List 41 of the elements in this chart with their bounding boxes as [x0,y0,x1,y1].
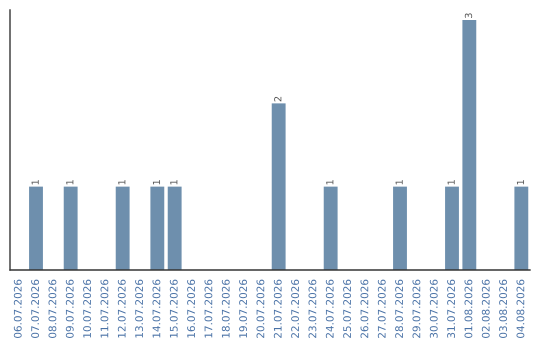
data-label: 1 [66,180,74,184]
x-tick-label: 24.07.2026 [326,280,334,338]
data-label: 1 [32,180,39,184]
x-tick-label: 13.07.2026 [135,280,144,338]
x-tick-label: 12.07.2026 [118,280,126,338]
x-tick-label: 08.07.2026 [48,280,56,338]
x-tick-label: 20.07.2026 [256,280,264,338]
data-label: 1 [448,180,455,184]
data-label: 1 [516,180,524,184]
x-tick-label: 27.07.2026 [378,280,386,338]
data-label: 1 [396,180,403,184]
x-tick-label: 29.07.2026 [412,280,420,338]
data-label: 1 [170,180,178,184]
x-tick-label: 07.07.2026 [31,280,40,338]
x-tick-label: 17.07.2026 [204,280,212,338]
x-tick-label: 23.07.2026 [308,280,316,338]
x-tick-label: 11.07.2026 [100,280,108,338]
x-tick-label: 02.08.2026 [482,280,490,338]
x-tick-label: 03.08.2026 [499,280,508,338]
x-tick-label: 15.07.2026 [170,280,178,338]
data-label: 1 [326,180,334,184]
data-label: 2 [274,96,282,102]
x-tick-label: 21.07.2026 [274,280,282,338]
x-tick-label: 01.08.2026 [464,280,472,338]
x-tick-label: 18.07.2026 [222,280,230,338]
data-label: 1 [118,180,126,184]
data-label: 1 [152,180,160,184]
x-tick-label: 26.07.2026 [360,280,368,338]
x-tick-label: 16.07.2026 [187,280,196,338]
x-tick-label: 19.07.2026 [239,280,248,338]
x-tick-label: 22.07.2026 [291,280,300,338]
data-label: 3 [464,13,472,18]
x-tick-label: 25.07.2026 [343,280,352,338]
x-tick-label: 09.07.2026 [66,280,74,338]
x-tick-label: 10.07.2026 [83,280,92,338]
x-tick-label: 04.08.2026 [516,280,524,338]
x-tick-label: 14.07.2026 [152,280,160,338]
x-tick-label: 30.07.2026 [430,280,438,338]
x-tick-label: 28.07.2026 [395,280,404,338]
x-tick-label: 31.07.2026 [447,280,456,338]
x-tick-label: 06.07.2026 [14,280,22,338]
